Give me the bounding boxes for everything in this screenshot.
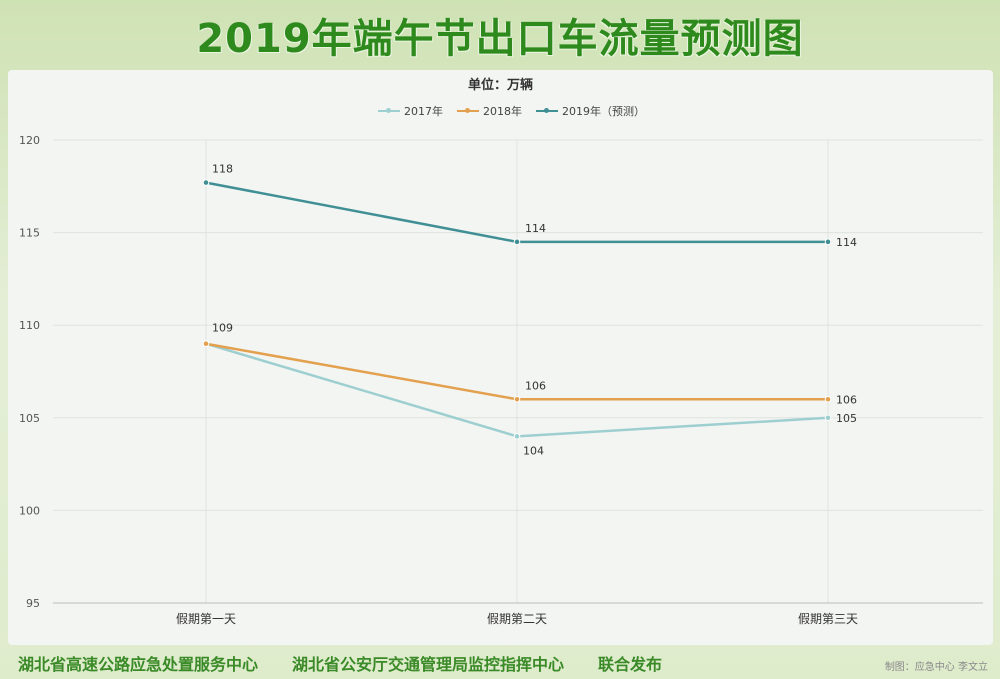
data-point xyxy=(513,395,521,403)
data-point xyxy=(513,238,521,246)
legend-swatch-2019 xyxy=(536,108,558,113)
data-label: 109 xyxy=(212,322,233,335)
footer-org-traffic-police: 湖北省公安厅交通管理局监控指挥中心 xyxy=(292,654,565,674)
y-tick-label: 100 xyxy=(19,504,40,517)
legend-label-2019: 2019年（预测） xyxy=(562,105,645,118)
line-chart: 95 100 105 110 115 120 假期第一天 假期第二天 假期第三天 104 105 10… xyxy=(19,134,983,626)
data-point xyxy=(824,238,832,246)
legend-label-2018: 2018年 xyxy=(483,105,522,118)
legend-swatch-2018 xyxy=(457,108,479,113)
data-point xyxy=(202,179,210,186)
footer-credit: 制图：应急中心 李文立 xyxy=(884,662,988,673)
data-label: 118 xyxy=(212,163,233,176)
data-label: 105 xyxy=(836,412,857,425)
data-point xyxy=(513,433,521,440)
legend-label-2017: 2017年 xyxy=(404,105,443,118)
footer-org-highway: 湖北省高速公路应急处置服务中心 xyxy=(18,654,259,674)
x-tick-label: 假期第一天 xyxy=(176,612,236,626)
title-banner: 2019年端午节出口车流量预测图 xyxy=(0,0,1000,70)
data-label: 104 xyxy=(523,444,544,457)
footer-release: 联合发布 xyxy=(598,654,663,674)
footer: 湖北省高速公路应急处置服务中心 湖北省公安厅交通管理局监控指挥中心 联合发布 制… xyxy=(0,646,1000,679)
chart-panel: 单位：万辆 2017年 2018年 2019年（预测） 95 100 105 110 1… xyxy=(8,70,993,645)
y-tick-label: 110 xyxy=(19,319,40,332)
legend-item-2017[interactable]: 2017年 xyxy=(378,103,443,119)
data-point xyxy=(824,395,832,403)
x-tick-label: 假期第三天 xyxy=(798,612,858,626)
y-tick-label: 120 xyxy=(19,134,40,147)
y-tick-label: 105 xyxy=(19,412,40,425)
x-tick-label: 假期第二天 xyxy=(487,612,547,626)
y-tick-label: 95 xyxy=(26,597,40,610)
data-label: 106 xyxy=(525,379,546,392)
legend-swatch-2017 xyxy=(378,108,400,113)
y-tick-label: 115 xyxy=(19,227,40,240)
data-label: 114 xyxy=(836,236,857,249)
legend-item-2018[interactable]: 2018年 xyxy=(457,103,522,119)
chart-unit-subtitle: 单位：万辆 xyxy=(467,78,533,93)
data-label: 106 xyxy=(836,393,857,406)
banner-title: 2019年端午节出口车流量预测图 xyxy=(196,16,804,62)
data-label: 114 xyxy=(525,222,546,235)
legend-item-2019[interactable]: 2019年（预测） xyxy=(536,103,645,119)
chart-legend: 2017年 2018年 2019年（预测） xyxy=(378,103,645,119)
data-point xyxy=(824,414,832,422)
data-point xyxy=(202,340,210,348)
